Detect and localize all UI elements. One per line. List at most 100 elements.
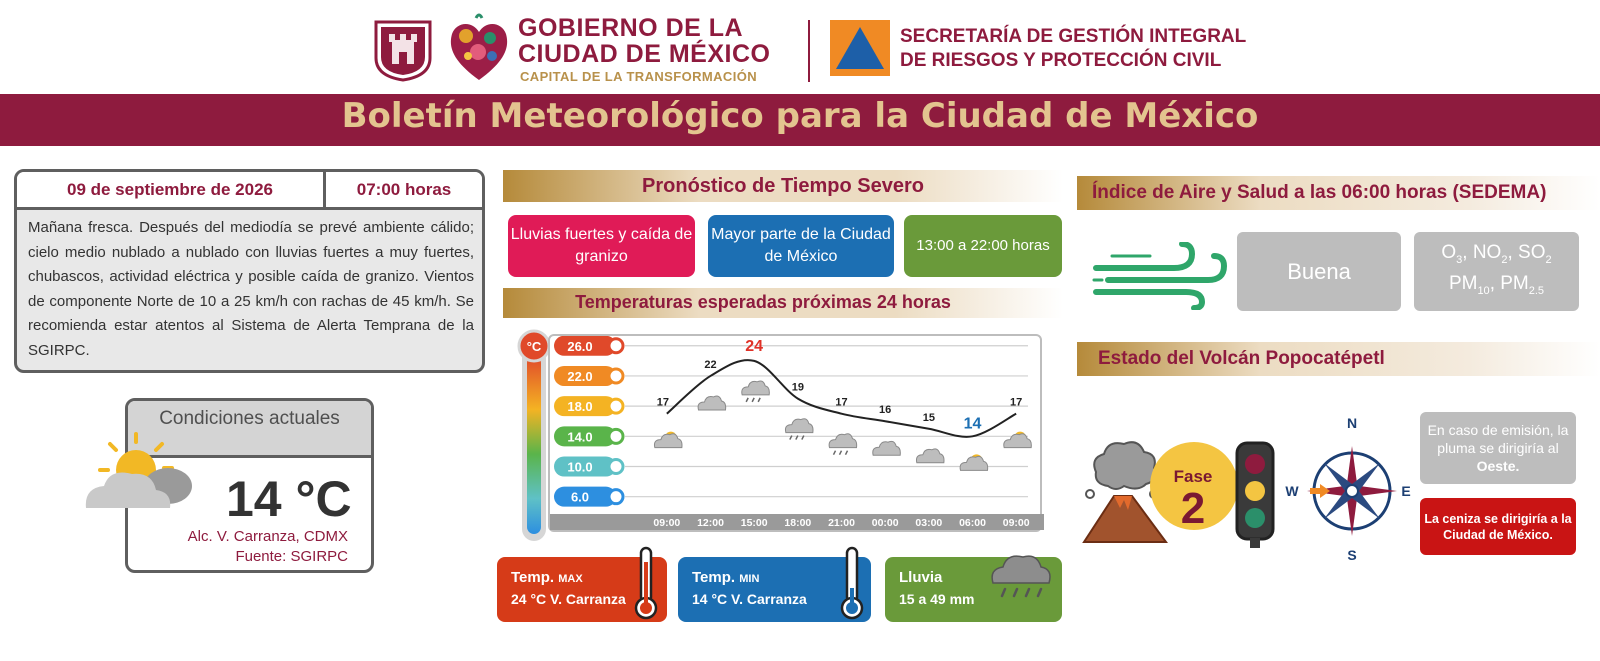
scale-tag (554, 365, 616, 386)
fase-number: 2 (1180, 484, 1206, 533)
scale-tag-label: 6.0 (571, 490, 589, 505)
scale-tag-label: 14.0 (567, 429, 592, 444)
plume-direction-box: En caso de emisión, la pluma se dirigirí… (1420, 412, 1576, 484)
temp-min-label: Temp. (692, 569, 736, 586)
x-tick-label: 00:00 (872, 517, 899, 529)
scale-tag-dot (607, 488, 625, 506)
temp-min-card: Temp. MIN 14 °C V. Carranza (678, 546, 871, 622)
scale-tag-dot (607, 427, 625, 445)
x-tick-label: 15:00 (741, 517, 768, 529)
compass-icon: N S E W (1282, 415, 1414, 564)
temps-title-band (503, 288, 1063, 318)
temperature-chart-panel: 26.0 22.0 18.0 14.0 10.0 6.0 09:00 12:00 15:00 18… (548, 334, 1044, 532)
bulletin-time: 07:00 horas (356, 180, 452, 199)
temp-max-label: Temp. (511, 569, 555, 586)
scale-tag-label: 26.0 (567, 339, 592, 354)
air-quality-level: Buena (1237, 232, 1401, 311)
compass-n: N (1347, 418, 1357, 431)
air-pollutants: O3, NO2, SO2 PM10, PM2.5 (1414, 232, 1579, 311)
thermometer-low-icon (840, 546, 864, 620)
air-title: Índice de Aire y Salud a las 06:00 horas… (1092, 182, 1547, 203)
compass-e: E (1401, 483, 1410, 499)
secretaria-title-line2: DE RIESGOS Y PROTECCIÓN CIVIL (900, 50, 1222, 71)
scale-tag (554, 396, 616, 417)
severe-area-pill: Mayor parte de la Ciudad de México (708, 215, 894, 277)
x-tick-label: 09:00 (1003, 517, 1030, 529)
scale-tag (554, 456, 616, 477)
severe-title: Pronóstico de Tiempo Severo (642, 175, 924, 197)
gov-slogan: CAPITAL DE LA TRANSFORMACIÓN (520, 69, 758, 84)
gov-title-line1: GOBIERNO DE LA (518, 14, 744, 42)
compass-s: S (1347, 547, 1356, 563)
storm-cloud-icon (741, 380, 770, 403)
secretaria-title-line1: SECRETARÍA DE GESTIÓN INTEGRAL (900, 26, 1247, 47)
volcano-title-band (1077, 342, 1600, 376)
partly-cloudy-icon (80, 428, 200, 520)
current-location: Alc. V. Carranza, CDMX (187, 528, 348, 545)
severe-event-pill: Lluvias fuertes y caída de granizo (508, 215, 695, 277)
compass-w: W (1285, 483, 1299, 499)
data-label: 22 (704, 359, 716, 371)
fase-label: Fase (1173, 467, 1213, 486)
rain-value: 15 a 49 mm (899, 591, 975, 607)
temp-max-value: 24 °C V. Carranza (511, 591, 626, 607)
severe-title-band (503, 170, 1063, 202)
x-tick-label: 03:00 (915, 517, 942, 529)
wind-icon (1090, 241, 1230, 311)
storm-cloud-icon (784, 418, 814, 440)
temp-min-value: 14 °C V. Carranza (692, 591, 807, 607)
pollutants-line2: PM10, PM2.5 (1448, 272, 1545, 297)
partly-sunny-icon (959, 454, 989, 471)
x-axis-band (550, 514, 1044, 530)
current-temperature: 14 °C (226, 471, 352, 527)
bulletin-box: 09 de septiembre de 2026 07:00 horas Mañ… (14, 169, 485, 373)
rain-cloud-icon (991, 555, 1051, 598)
header-divider (808, 20, 810, 82)
rain-card: Lluvia 15 a 49 mm (885, 555, 1062, 622)
cloud-icon (697, 395, 727, 411)
proteccion-civil-logo (830, 20, 890, 76)
x-tick-label: 18:00 (784, 517, 811, 529)
scale-tag (554, 335, 616, 356)
data-label: 14 (964, 415, 982, 432)
current-conditions-box: Condiciones actuales (125, 398, 374, 573)
current-conditions-title: Condiciones actuales (159, 408, 340, 429)
air-title-band (1077, 176, 1600, 210)
cloud-icon (915, 448, 945, 464)
data-label: 17 (835, 397, 847, 409)
ash-alert-box: La ceniza se dirigiría a la Ciudad de Mé… (1420, 498, 1576, 555)
cdmx-shield-logo (372, 18, 434, 82)
scale-tag-dot (607, 397, 625, 415)
data-label: 16 (879, 404, 891, 416)
current-source: Fuente: SGIRPC (235, 548, 348, 565)
scale-tag (554, 486, 616, 507)
gov-title-line2: CIUDAD DE MÉXICO (518, 40, 771, 68)
heart-logo (446, 12, 512, 84)
partly-sunny-icon (653, 431, 683, 449)
partly-sunny-icon (1003, 431, 1032, 449)
traffic-light-icon (1234, 440, 1276, 550)
scale-tag-label: 22.0 (567, 369, 592, 384)
temp-min-tag: MIN (739, 573, 760, 585)
bulletin-text: Mañana fresca. Después del mediodía se p… (28, 219, 474, 359)
thermometer-scale-icon: °C (514, 326, 554, 544)
scale-tag-dot (607, 367, 625, 385)
current-conditions-header: Condiciones actuales (128, 401, 371, 458)
scale-tag-dot (607, 458, 625, 475)
bulletin-header: 09 de septiembre de 2026 07:00 horas (17, 172, 482, 210)
scale-tag-dot (607, 337, 625, 355)
data-label: 15 (923, 412, 935, 424)
storm-cloud-icon (828, 433, 858, 456)
temp-max-tag: MAX (558, 573, 583, 585)
scale-tag-label: 10.0 (567, 460, 592, 475)
rain-label: Lluvia (899, 569, 943, 586)
scale-tag (554, 426, 616, 447)
title-banner (0, 94, 1600, 146)
scale-tag-label: 18.0 (567, 399, 592, 414)
thermo-unit-label: °C (527, 339, 542, 354)
bulletin-title: Boletín Meteorológico para la Ciudad de … (341, 96, 1259, 136)
temps-title: Temperaturas esperadas próximas 24 horas (575, 292, 951, 312)
volcano-title: Estado del Volcán Popocatépetl (1098, 348, 1385, 369)
temperature-chart: 26.0 22.0 18.0 14.0 10.0 6.0 09:00 12:00 15:00 18… (550, 335, 1044, 530)
x-tick-label: 21:00 (828, 517, 855, 529)
